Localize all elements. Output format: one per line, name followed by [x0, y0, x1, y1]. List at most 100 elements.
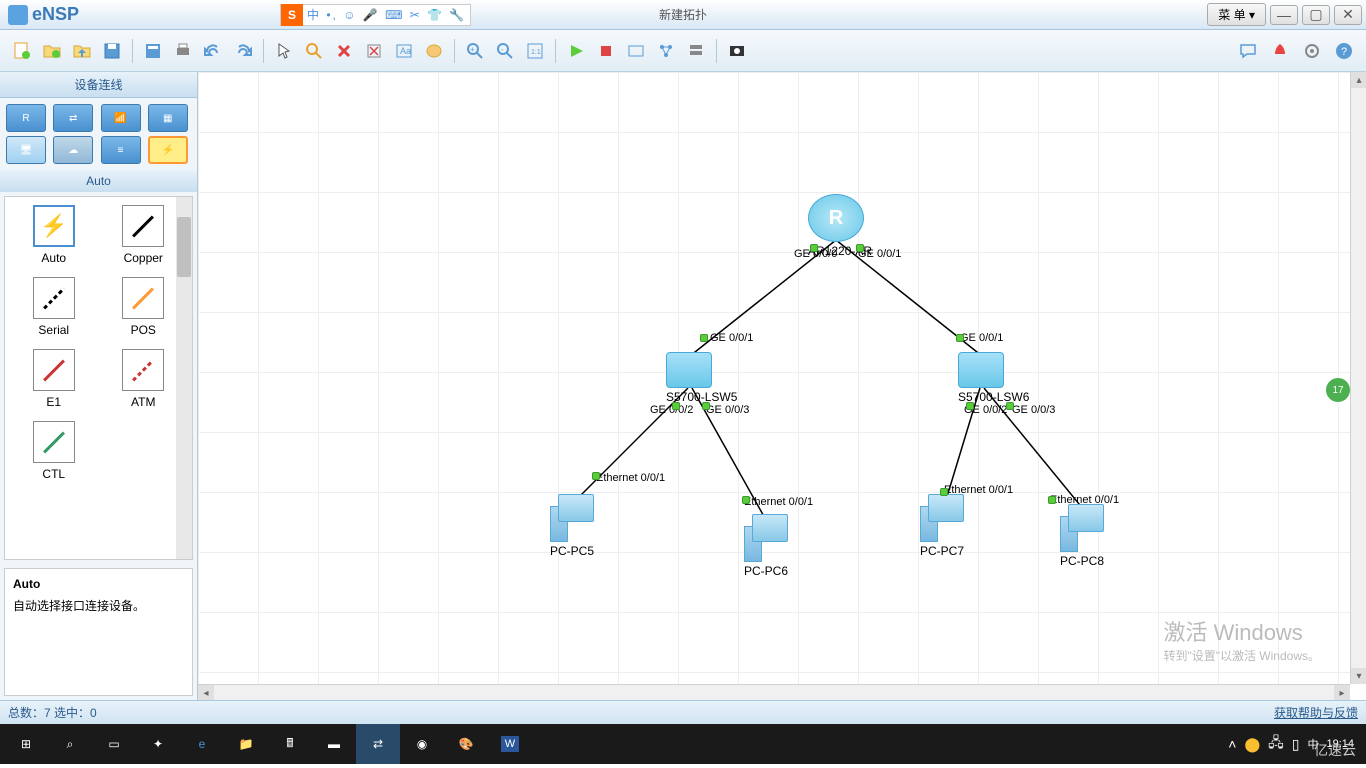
- desc-title: Auto: [13, 577, 184, 591]
- port-dot: [956, 334, 964, 342]
- conn-e1[interactable]: E1: [13, 349, 95, 409]
- start-button[interactable]: [562, 37, 590, 65]
- port-dot: [1048, 496, 1056, 504]
- menu-button[interactable]: 菜 单 ▾: [1207, 3, 1266, 26]
- cat-router[interactable]: R: [6, 104, 46, 132]
- text-button[interactable]: Aa: [390, 37, 418, 65]
- cat-switch[interactable]: ⇄: [53, 104, 93, 132]
- save-button[interactable]: [98, 37, 126, 65]
- chrome-icon[interactable]: ◉: [400, 724, 444, 764]
- new-folder-button[interactable]: [38, 37, 66, 65]
- node-pc7[interactable]: PC-PC7: [920, 494, 964, 558]
- palette-button[interactable]: [420, 37, 448, 65]
- fit-button[interactable]: 1:1: [521, 37, 549, 65]
- pointer-button[interactable]: [270, 37, 298, 65]
- node-pc6[interactable]: PC-PC6: [744, 514, 788, 578]
- edge-icon[interactable]: e: [180, 724, 224, 764]
- ensp-icon[interactable]: ⇄: [356, 724, 400, 764]
- conn-pos[interactable]: POS: [103, 277, 185, 337]
- conn-copper[interactable]: Copper: [103, 205, 185, 265]
- delete-button[interactable]: [330, 37, 358, 65]
- canvas-scrollbar-v[interactable]: ▴ ▾: [1350, 72, 1366, 684]
- search-icon[interactable]: ⌕: [48, 724, 92, 764]
- topology-edges: [198, 72, 1350, 684]
- zoom-out-button[interactable]: -: [491, 37, 519, 65]
- calculator-icon[interactable]: 🖩: [268, 724, 312, 764]
- maximize-button[interactable]: ▢: [1302, 5, 1330, 25]
- clear-button[interactable]: [360, 37, 388, 65]
- desc-body: 自动选择接口连接设备。: [13, 597, 184, 614]
- huawei-button[interactable]: [1266, 37, 1294, 65]
- word-icon[interactable]: W: [488, 724, 532, 764]
- cat-other[interactable]: ≡: [101, 136, 141, 164]
- windows-taskbar: ⊞ ⌕ ▭ ✦ e 📁 🖩 ▬ ⇄ ◉ 🎨 W ˄ ⬤ 🖧 ▯ 中 19:14 …: [0, 724, 1366, 764]
- close-button[interactable]: ✕: [1334, 5, 1362, 25]
- device-panel: 设备连线 R ⇄ 📶 ▦ 🖥 ☁ ≡ ⚡ Auto ⚡AutoCopperSer…: [0, 72, 198, 700]
- chat-button[interactable]: [1234, 37, 1262, 65]
- svg-text:-: -: [501, 45, 504, 54]
- category-label: Auto: [0, 170, 197, 192]
- windows-watermark: 激活 Windows 转到"设置"以激活 Windows。: [1163, 615, 1320, 664]
- app-logo: eNSP: [0, 4, 87, 25]
- description-box: Auto 自动选择接口连接设备。: [4, 568, 193, 696]
- zoom-in-button[interactable]: +: [461, 37, 489, 65]
- screenshot-button[interactable]: [723, 37, 751, 65]
- conn-ctl[interactable]: CTL: [13, 421, 95, 481]
- app-icon[interactable]: ✦: [136, 724, 180, 764]
- port-dot: [1006, 402, 1014, 410]
- help-link[interactable]: 获取帮助与反馈: [1274, 704, 1358, 721]
- topology-canvas[interactable]: RAR1220-ARS5700-LSW5S5700-LSW6PC-PC5PC-P…: [198, 72, 1350, 684]
- node-pc8[interactable]: PC-PC8: [1060, 504, 1104, 568]
- ime-icons[interactable]: 中 •, ☺ 🎤 ⌨ ✂ 👕 🔧: [303, 6, 470, 23]
- main-toolbar: Aa + - 1:1 ?: [0, 30, 1366, 72]
- help-button[interactable]: ?: [1330, 37, 1358, 65]
- terminal-icon[interactable]: ▬: [312, 724, 356, 764]
- zoom-button[interactable]: [300, 37, 328, 65]
- port-dot: [592, 472, 600, 480]
- port-dot: [702, 402, 710, 410]
- paint-icon[interactable]: 🎨: [444, 724, 488, 764]
- system-tray: ˄ ⬤ 🖧 ▯ 中 19:14 亿速云: [1228, 732, 1362, 756]
- port-dot: [940, 488, 948, 496]
- tray-up-icon[interactable]: ˄: [1228, 736, 1236, 752]
- conn-auto[interactable]: ⚡Auto: [13, 205, 95, 265]
- cat-connection[interactable]: ⚡: [148, 136, 188, 164]
- separator: [555, 39, 556, 63]
- new-button[interactable]: [8, 37, 36, 65]
- ime-toolbar[interactable]: S 中 •, ☺ 🎤 ⌨ ✂ 👕 🔧: [280, 4, 471, 26]
- topology-button[interactable]: [652, 37, 680, 65]
- notification-badge[interactable]: 17: [1326, 378, 1350, 402]
- cat-cloud[interactable]: ☁: [53, 136, 93, 164]
- open-button[interactable]: [68, 37, 96, 65]
- tray-volume-icon[interactable]: ▯: [1292, 736, 1300, 753]
- port-label: Ethernet 0/0/1: [596, 472, 665, 484]
- node-sw2[interactable]: S5700-LSW6: [958, 352, 1029, 404]
- tray-security-icon[interactable]: ⬤: [1244, 736, 1260, 753]
- cat-firewall[interactable]: ▦: [148, 104, 188, 132]
- svg-text:?: ?: [1341, 46, 1347, 58]
- print-button[interactable]: [169, 37, 197, 65]
- task-view-icon[interactable]: ▭: [92, 724, 136, 764]
- cat-wlan[interactable]: 📶: [101, 104, 141, 132]
- canvas-scrollbar-h[interactable]: ◂ ▸: [198, 684, 1350, 700]
- logo-icon: [8, 5, 28, 25]
- tray-network-icon[interactable]: 🖧: [1268, 732, 1284, 756]
- stop-button[interactable]: [592, 37, 620, 65]
- separator: [716, 39, 717, 63]
- minimize-button[interactable]: —: [1270, 5, 1298, 25]
- cat-pc[interactable]: 🖥: [6, 136, 46, 164]
- node-pc5[interactable]: PC-PC5: [550, 494, 594, 558]
- scrollbar[interactable]: [176, 197, 192, 559]
- redo-button[interactable]: [229, 37, 257, 65]
- server-button[interactable]: [682, 37, 710, 65]
- conn-atm[interactable]: ATM: [103, 349, 185, 409]
- explorer-icon[interactable]: 📁: [224, 724, 268, 764]
- svg-text:1:1: 1:1: [531, 49, 541, 56]
- undo-button[interactable]: [199, 37, 227, 65]
- capture-button[interactable]: [622, 37, 650, 65]
- conn-serial[interactable]: Serial: [13, 277, 95, 337]
- start-menu[interactable]: ⊞: [4, 724, 48, 764]
- settings-button[interactable]: [1298, 37, 1326, 65]
- node-sw1[interactable]: S5700-LSW5: [666, 352, 737, 404]
- save-as-button[interactable]: [139, 37, 167, 65]
